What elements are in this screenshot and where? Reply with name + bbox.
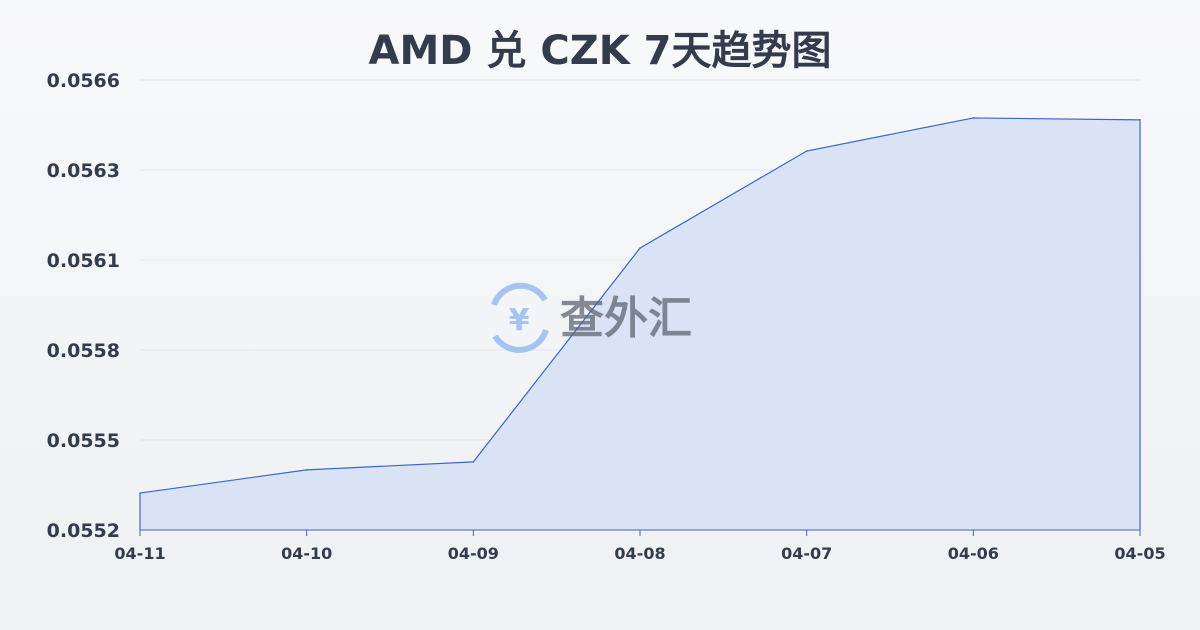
watermark: ¥ 查外汇 bbox=[491, 282, 692, 353]
watermark-text: 查外汇 bbox=[560, 293, 692, 344]
y-tick-label: 0.0563 bbox=[47, 160, 120, 182]
yen-exchange-icon: ¥ bbox=[491, 282, 549, 353]
x-tick-label: 04-11 bbox=[114, 544, 165, 563]
data-point bbox=[972, 117, 975, 119]
x-tick-label: 04-09 bbox=[448, 544, 499, 563]
chart-title: AMD 兑 CZK 7天趋势图 bbox=[368, 28, 832, 74]
data-point bbox=[472, 461, 475, 463]
y-tick-label: 0.0552 bbox=[47, 520, 120, 542]
svg-text:¥: ¥ bbox=[509, 303, 530, 338]
x-tick-label: 04-05 bbox=[1114, 544, 1165, 563]
x-tick-label: 04-07 bbox=[781, 544, 832, 563]
y-tick-label: 0.0566 bbox=[47, 70, 120, 92]
data-point bbox=[139, 492, 141, 494]
x-tick-label: 04-10 bbox=[281, 544, 332, 563]
data-point bbox=[639, 247, 641, 249]
y-tick-label: 0.0555 bbox=[47, 430, 120, 452]
data-point bbox=[805, 150, 808, 152]
data-point bbox=[1139, 119, 1141, 121]
data-point bbox=[305, 469, 308, 471]
y-tick-label: 0.0558 bbox=[47, 340, 120, 362]
area-fill bbox=[140, 117, 1140, 530]
x-tick-label: 04-06 bbox=[948, 544, 999, 563]
x-tick-label: 04-08 bbox=[614, 544, 665, 563]
y-tick-label: 0.0561 bbox=[47, 250, 120, 272]
